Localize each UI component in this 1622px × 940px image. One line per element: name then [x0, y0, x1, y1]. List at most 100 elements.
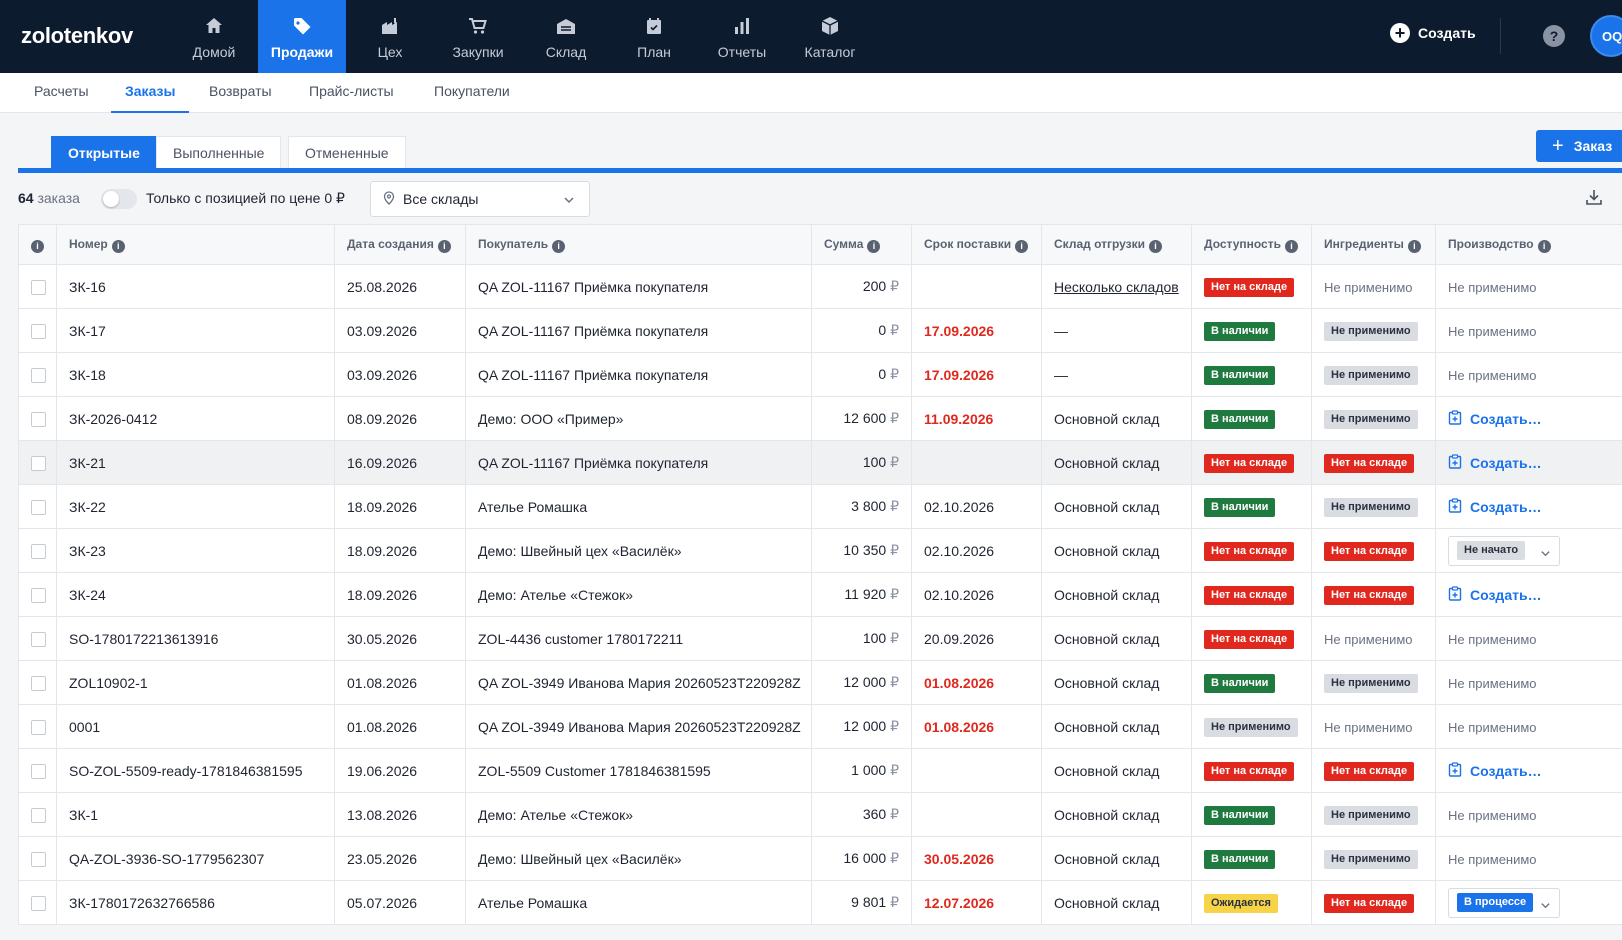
nav-item-0[interactable]: Домой: [170, 0, 258, 73]
info-icon[interactable]: i: [1537, 239, 1551, 253]
table-row[interactable]: ЗК-16 25.08.2026 QA ZOL-11167 Приёмка поку…: [18, 264, 1622, 309]
tab-cancelled[interactable]: Отмененные: [288, 136, 406, 170]
order-number-cell[interactable]: ЗК-18: [56, 352, 335, 397]
row-checkbox[interactable]: [31, 499, 46, 515]
order-number-cell[interactable]: ЗК-17: [56, 308, 335, 353]
order-number[interactable]: ЗК-22: [69, 498, 106, 515]
warehouse-select[interactable]: Все склады: [370, 181, 590, 217]
row-checkbox[interactable]: [31, 631, 46, 647]
order-number-cell[interactable]: ЗК-2026-0412: [56, 396, 335, 441]
table-row[interactable]: QA-ZOL-3936-SO-1779562307 23.05.2026 Демо:…: [18, 836, 1622, 881]
app-logo[interactable]: zolotenkov: [21, 23, 133, 48]
row-checkbox[interactable]: [31, 587, 46, 603]
create-production-link[interactable]: Создать…: [1448, 409, 1542, 428]
create-button[interactable]: + Создать: [1390, 23, 1476, 43]
order-number[interactable]: SO-ZOL-5509-ready-1781846381595: [69, 762, 303, 779]
download-icon[interactable]: [1585, 188, 1603, 211]
warehouse-cell[interactable]: Несколько складов: [1041, 264, 1192, 309]
production-status-select[interactable]: Не начато: [1448, 535, 1560, 566]
create-production-link[interactable]: Создать…: [1448, 453, 1542, 472]
tab-returns[interactable]: Возвраты: [209, 83, 272, 99]
table-row[interactable]: ЗК-2026-0412 08.09.2026 Демо: ООО «Пример»…: [18, 396, 1622, 441]
row-checkbox[interactable]: [31, 807, 46, 823]
nav-item-6[interactable]: Отчеты: [698, 0, 786, 73]
order-number-cell[interactable]: SO-1780172213613916: [56, 616, 335, 661]
order-number[interactable]: ZOL10902-1: [69, 674, 148, 691]
nav-item-2[interactable]: Цех: [346, 0, 434, 73]
info-icon[interactable]: i: [1015, 239, 1029, 253]
table-row[interactable]: ЗК-22 18.09.2026 Ателье Ромашка 3 800 ₽02.1…: [18, 484, 1622, 529]
order-number-cell[interactable]: ЗК-16: [56, 264, 335, 309]
table-row[interactable]: ЗК-1 13.08.2026 Демо: Ателье «Стежок» 360 ₽…: [18, 792, 1622, 837]
info-icon[interactable]: i: [111, 239, 125, 253]
row-checkbox[interactable]: [31, 851, 46, 867]
column-buyer[interactable]: Покупатель i: [465, 224, 812, 265]
order-number-cell[interactable]: ЗК-21: [56, 440, 335, 485]
row-checkbox[interactable]: [31, 719, 46, 735]
table-row[interactable]: ZOL10902-1 01.08.2026 QA ZOL-3949 Иванова …: [18, 660, 1622, 705]
column-production[interactable]: Производство i: [1435, 224, 1622, 265]
column-number[interactable]: Номер i: [56, 224, 335, 265]
production-status-select[interactable]: В процессе: [1448, 887, 1560, 918]
order-number[interactable]: ЗК-1780172632766586: [69, 894, 215, 911]
table-row[interactable]: ЗК-24 18.09.2026 Демо: Ателье «Стежок» 11 9…: [18, 572, 1622, 617]
order-number-cell[interactable]: ZOL10902-1: [56, 660, 335, 705]
table-row[interactable]: 0001 01.08.2026 QA ZOL-3949 Иванова Мария …: [18, 704, 1622, 749]
warehouse-name[interactable]: Несколько складов: [1054, 278, 1179, 295]
table-row[interactable]: ЗК-1780172632766586 05.07.2026 Ателье Рома…: [18, 880, 1622, 925]
tab-settlements[interactable]: Расчеты: [34, 83, 89, 99]
row-checkbox[interactable]: [31, 279, 46, 295]
info-icon[interactable]: i: [1149, 239, 1163, 253]
order-number[interactable]: QA-ZOL-3936-SO-1779562307: [69, 850, 265, 867]
create-production-link[interactable]: Создать…: [1448, 761, 1542, 780]
nav-item-5[interactable]: План: [610, 0, 698, 73]
order-number-cell[interactable]: SO-ZOL-5509-ready-1781846381595: [56, 748, 335, 793]
row-checkbox[interactable]: [31, 543, 46, 559]
order-number-cell[interactable]: ЗК-1: [56, 792, 335, 837]
row-checkbox[interactable]: [31, 895, 46, 911]
row-checkbox[interactable]: [31, 323, 46, 339]
info-icon[interactable]: i: [1285, 239, 1298, 253]
column-availability[interactable]: Доступность i: [1191, 224, 1312, 265]
order-number-cell[interactable]: QA-ZOL-3936-SO-1779562307: [56, 836, 335, 881]
order-number[interactable]: 0001: [69, 718, 101, 735]
order-number[interactable]: ЗК-24: [69, 586, 106, 603]
table-row[interactable]: ЗК-17 03.09.2026 QA ZOL-11167 Приёмка поку…: [18, 308, 1622, 353]
help-icon[interactable]: ?: [1543, 25, 1565, 47]
row-checkbox[interactable]: [31, 367, 46, 383]
column-due-date[interactable]: Срок поставки i: [911, 224, 1042, 265]
nav-item-7[interactable]: Каталог: [786, 0, 874, 73]
tab-price-lists[interactable]: Прайс-листы: [309, 83, 394, 99]
row-checkbox[interactable]: [31, 455, 46, 471]
column-sum[interactable]: Сумма i: [811, 224, 912, 265]
table-row[interactable]: ЗК-21 16.09.2026 QA ZOL-11167 Приёмка поку…: [18, 440, 1622, 485]
order-number[interactable]: ЗК-23: [69, 542, 106, 559]
order-number-cell[interactable]: ЗК-23: [56, 528, 335, 573]
create-production-link[interactable]: Создать…: [1448, 497, 1542, 516]
table-row[interactable]: ЗК-23 18.09.2026 Демо: Швейный цех «Василё…: [18, 528, 1622, 573]
nav-item-3[interactable]: Закупки: [434, 0, 522, 73]
nav-item-1[interactable]: Продажи: [258, 0, 346, 73]
tab-completed[interactable]: Выполненные: [156, 136, 282, 170]
order-number[interactable]: ЗК-2026-0412: [69, 410, 158, 427]
order-number[interactable]: ЗК-17: [69, 322, 106, 339]
row-checkbox[interactable]: [31, 411, 46, 427]
tab-orders[interactable]: Заказы: [111, 73, 190, 113]
order-number-cell[interactable]: ЗК-22: [56, 484, 335, 529]
order-number[interactable]: ЗК-1: [69, 806, 99, 823]
info-icon[interactable]: i: [437, 239, 451, 253]
order-number-cell[interactable]: ЗК-24: [56, 572, 335, 617]
column-warehouse[interactable]: Склад отгрузки i: [1041, 224, 1192, 265]
new-order-button[interactable]: + Заказ: [1536, 130, 1622, 162]
table-row[interactable]: SO-1780172213613916 30.05.2026 ZOL-4436 cu…: [18, 616, 1622, 661]
order-number[interactable]: ЗК-18: [69, 366, 106, 383]
tab-buyers[interactable]: Покупатели: [434, 83, 510, 99]
create-production-link[interactable]: Создать…: [1448, 585, 1542, 604]
order-number-cell[interactable]: ЗК-1780172632766586: [56, 880, 335, 925]
tab-open[interactable]: Открытые: [51, 136, 157, 170]
order-number-cell[interactable]: 0001: [56, 704, 335, 749]
order-number[interactable]: SO-1780172213613916: [69, 630, 219, 647]
info-icon[interactable]: i: [552, 239, 566, 253]
table-row[interactable]: SO-ZOL-5509-ready-1781846381595 19.06.202…: [18, 748, 1622, 793]
table-row[interactable]: ЗК-18 03.09.2026 QA ZOL-11167 Приёмка поку…: [18, 352, 1622, 397]
